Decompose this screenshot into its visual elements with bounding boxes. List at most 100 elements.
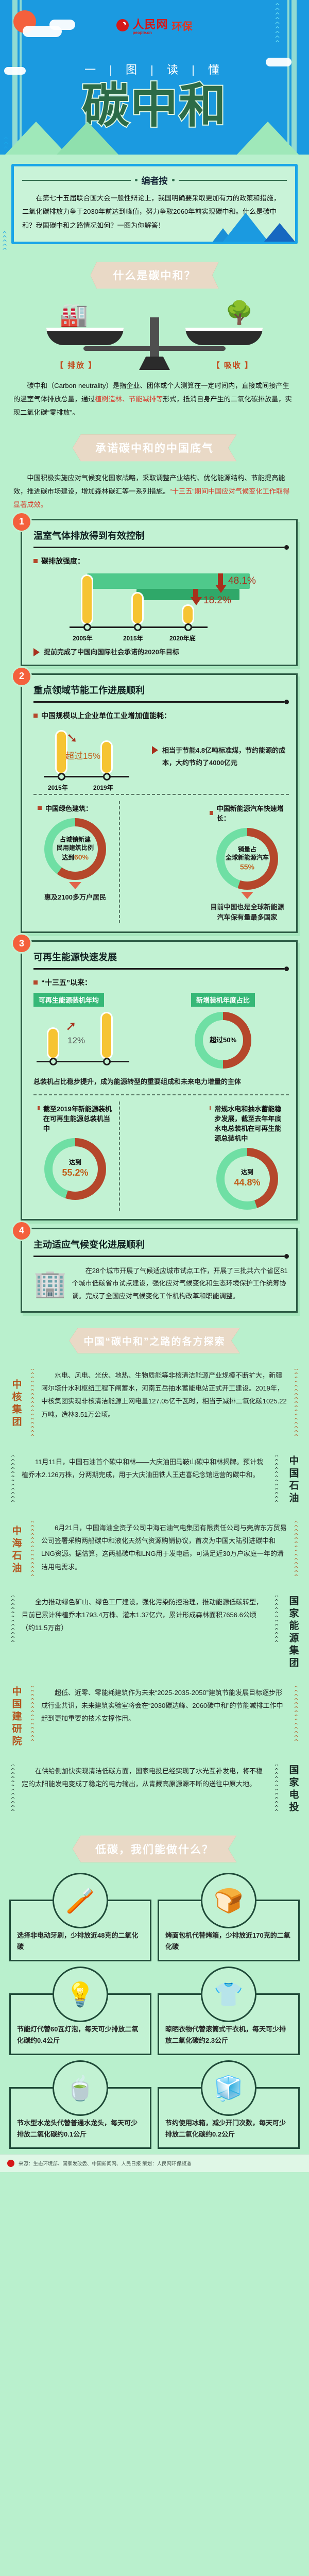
axis-label-2015: 2015年: [123, 634, 143, 642]
hero-kicker: 一 | 图 | 读 | 懂: [84, 63, 225, 76]
company-name: 国家能源集团: [287, 1595, 299, 1670]
donut-nev: 销量占 全球新能源汽车 55%: [216, 827, 278, 890]
arrow-increase-icon: ➚: [65, 1018, 77, 1034]
company-name: 国家电投: [287, 1764, 299, 1814]
axis-tick: [184, 623, 192, 631]
company-text: 超低、近零、零能耗建筑作为未来“2025-2035-2050”建筑节能发展目标逐…: [41, 1688, 283, 1723]
site-logo[interactable]: 人民网 people.cn 环保: [0, 15, 309, 35]
editor-note-text: 在第七十五届联合国大会一般性辩论上，我国明确要采取更加有力的政策和措施，二氧化碳…: [22, 194, 281, 229]
editor-note-section: ^ ^ ^ ^ ^ 编者按 在第七十五届联合国大会一般性辩论上，我国明确要采取更加有力的…: [0, 155, 309, 253]
donut-label: 销量占 全球新能源汽车 55%: [225, 845, 269, 871]
bar-2020: [182, 604, 194, 625]
section-4-wrapper: 4 主动适应气候变化进展顺利 🏢 在28个城市开展了气候适应城市试点工作，开展了…: [0, 1222, 309, 1315]
company-name: 中国建研院: [10, 1686, 22, 1748]
section-3-donuts: 截至2019年新能源装机在可再生能源总装机当中 达到 55.2% 常规水电和抽水…: [33, 1101, 289, 1211]
chevron-decoration: ^ ^ ^ ^ ^ ^ ^ ^ ^ ^ ^ ^: [274, 1455, 279, 1505]
clothes-icon: 👕: [201, 1966, 256, 2022]
section-2-note-text: 相当于节能4.8亿吨标准煤，节约能源的成本，大约节约了4000亿元: [162, 747, 286, 767]
axis-tick: [134, 623, 142, 631]
company-row-zhonghe: 中核集团 ^ ^ ^ ^ ^ ^ ^ ^ ^ ^ ^ ^ ^ ^ ^ ^ ^ 水电、风电、光伏、地热、生物质能等…: [0, 1361, 309, 1447]
axis-tick: [103, 772, 111, 781]
bullet-square-icon: [210, 810, 213, 815]
chart-axis: [37, 1061, 129, 1063]
chevron-decoration: ^ ^ ^ ^ ^ ^ ^ ^ ^: [274, 3, 280, 47]
tips-grid: 🪥 选择非电动牙刷，少排放近48克的二氧化碳 🍞 烤面包机代替烤箱，少排放近17…: [0, 1870, 309, 2155]
arrow-18-stem: [193, 588, 198, 598]
bar-current: [100, 1012, 113, 1060]
hydro-sub-text: 常规水电和抽水蓄能稳步发展，截至去年年底水电总装机在可再生能源总装机中: [214, 1105, 282, 1142]
bullet-square-icon: [210, 1106, 211, 1110]
chevron-decoration: ^ ^ ^ ^ ^ ^ ^ ^ ^ ^ ^ ^: [274, 1595, 279, 1646]
section-number-badge: 3: [13, 935, 30, 953]
toothbrush-icon: 🪥: [53, 1872, 108, 1928]
toaster-icon: 🍞: [201, 1872, 256, 1928]
tag-new-capacity-share: 新增装机年度占比: [191, 993, 255, 1007]
cloud-icon: [49, 20, 75, 30]
section-sub-label: 碳排放强度：: [33, 556, 289, 566]
axis-label-2015: 2015年: [48, 784, 68, 791]
tip-card: 🍵 节水型水龙头代替普通水龙头，每天可少排放二氧化碳约0.1公斤: [9, 2060, 151, 2149]
company-text: 全力推动绿色矿山、绿色工厂建设，强化污染防控治理，推动能源低碳转型，目前已累计种…: [22, 1598, 263, 1632]
chevron-decoration: ^ ^ ^ ^ ^ ^ ^ ^ ^ ^ ^ ^: [10, 1764, 15, 1814]
section-card-3: 3 可再生能源快速发展 “十三五”以来： 可再生能源装机年均 ➚ 12%: [13, 935, 298, 1221]
axis-tick: [49, 1058, 57, 1066]
company-row-cnpc: ^ ^ ^ ^ ^ ^ ^ ^ ^ ^ ^ ^ 11月11日，中国石油首个碳中和林——大庆油田马鞍山碳…: [0, 1447, 309, 1513]
definition-text: 碳中和（Carbon neutrality）是指企业、团体或个人测算在一定时间内…: [11, 379, 298, 419]
section-rule: [33, 699, 289, 704]
hero-banner: ^ ^ ^ ^ ^ ^ ^ ^ ^ ^ ^ ^ 人民网 people.cn 环保 一 | 图 | 读…: [0, 0, 309, 155]
company-row-spic: ^ ^ ^ ^ ^ ^ ^ ^ ^ ^ ^ ^ 在供给侧加快实现清洁低碳方面，国家电投已经实现了水光互…: [0, 1756, 309, 1822]
chevron-decoration: ^ ^ ^ ^ ^ ^ ^ ^ ^ ^ ^ ^ ^ ^ ^ ^ ^: [30, 1368, 35, 1439]
bar-2015: [55, 730, 67, 774]
logo-text-cn: 人民网: [132, 18, 168, 31]
divider: [119, 1101, 203, 1211]
confidence-intro: 中国积极实施应对气候变化国家战略，采取调整产业结构、优化能源结构、节能提高能效，…: [0, 468, 309, 513]
scale-label-emission: 【 排放 】: [56, 361, 97, 370]
section-banner-exploration: 中国“碳中和”之路的各方探索: [0, 1315, 309, 1361]
section-rule: [33, 967, 289, 972]
arrow-48-head: [215, 584, 227, 593]
editor-note-label: 编者按: [141, 176, 168, 186]
donut-hydro-capacity: 达到 44.8%: [216, 1147, 278, 1210]
scale-pan-left: [46, 328, 124, 346]
section-2-donuts: 中国绿色建筑： 占城镇新建 民用建筑比例 达到60% 惠及2100多万户居民 中国新…: [33, 801, 289, 924]
label-over-15-percent: 超过15%: [65, 751, 101, 761]
donut-value: 60%: [74, 853, 89, 861]
green-building-block: 中国绿色建筑： 占城镇新建 民用建筑比例 达到60% 惠及2100多万户居民: [33, 801, 117, 924]
infographic-page: ^ ^ ^ ^ ^ ^ ^ ^ ^ ^ ^ ^ 人民网 people.cn 环保 一 | 图 | 读…: [0, 0, 309, 2172]
chevron-decoration: ^ ^ ^ ^ ^ ^ ^ ^ ^ ^ ^ ^ ^ ^ ^ ^ ^: [294, 1368, 299, 1439]
company-row-cnooc: 中海石油 ^ ^ ^ ^ ^ ^ ^ ^ ^ ^ ^ ^ ^ ^ 6月21日，中国海油全资子公司中海石油气…: [0, 1513, 309, 1587]
donut-prefix: 达到: [241, 1168, 253, 1176]
new-energy-capacity-block: 截至2019年新能源装机在可再生能源总装机当中 达到 55.2%: [33, 1101, 117, 1211]
company-name: 中海石油: [10, 1525, 22, 1575]
axis-label-2019: 2019年: [93, 784, 113, 791]
new-energy-sub-text: 截至2019年新能源装机在可再生能源总装机当中: [43, 1105, 112, 1132]
hero-stripe: [287, 0, 289, 155]
section-title: 主动适应气候变化进展顺利: [33, 1239, 145, 1250]
donut-value: 55%: [239, 862, 255, 871]
scale-base: [139, 357, 170, 370]
arrow-decrease-icon: ➘: [66, 730, 78, 745]
editor-note-header: 编者按: [22, 174, 287, 187]
chevron-decoration: ^ ^ ^ ^ ^ ^ ^ ^ ^ ^ ^ ^ ^ ^: [294, 1521, 299, 1579]
thermos-icon: 🍵: [53, 2060, 108, 2116]
section-banner-low-carbon: 低碳，我们能做什么？: [0, 1822, 309, 1870]
company-row-cabr: 中国建研院 ^ ^ ^ ^ ^ ^ ^ ^ ^ ^ ^ ^ ^ ^ 超低、近零、零能耗建筑作为未来“202…: [0, 1678, 309, 1756]
label-48-percent: 48.1%: [228, 575, 256, 586]
section-title: 可再生能源快速发展: [33, 952, 117, 963]
confidence-intro-part1: 中国积极实施应对气候变化国家战略，采取调整产业结构、优化能源结构、节能提高能效，…: [13, 474, 285, 496]
carbon-intensity-chart: 48.1% 18.2% 2005年 2015年 2020年底: [33, 571, 289, 642]
definition-text-part1: 碳中和（Carbon neutrality）是指企业、团体或个人测算在一定时间内…: [13, 382, 289, 403]
section-1-wrapper: 1 温室气体排放得到有效控制 碳排放强度： 48.1%: [0, 513, 309, 668]
city-buildings-icon: 🏢: [33, 1268, 67, 1299]
tip-card: 💡 节能灯代替60瓦灯泡，每天可少排放二氧化碳约0.4公斤: [9, 1966, 151, 2056]
chevron-decoration: ^ ^ ^ ^ ^ ^ ^ ^ ^ ^ ^ ^: [274, 1764, 279, 1814]
label-18-percent: 18.2%: [203, 595, 231, 606]
section-title: 温室气体排放得到有效控制: [33, 530, 145, 541]
divider: [33, 793, 289, 795]
company-name: 中国石油: [287, 1455, 299, 1505]
axis-tick: [58, 772, 65, 781]
cloud-icon: [266, 58, 291, 66]
hydro-sub-label: 常规水电和抽水蓄能稳步发展，截至去年年底水电总装机在可再生能源总装机中: [210, 1104, 285, 1143]
chevron-decoration: ^ ^ ^ ^ ^ ^ ^ ^ ^ ^ ^ ^ ^ ^: [294, 1686, 299, 1745]
tag-renewable-capacity: 可再生能源装机年均: [33, 993, 105, 1007]
